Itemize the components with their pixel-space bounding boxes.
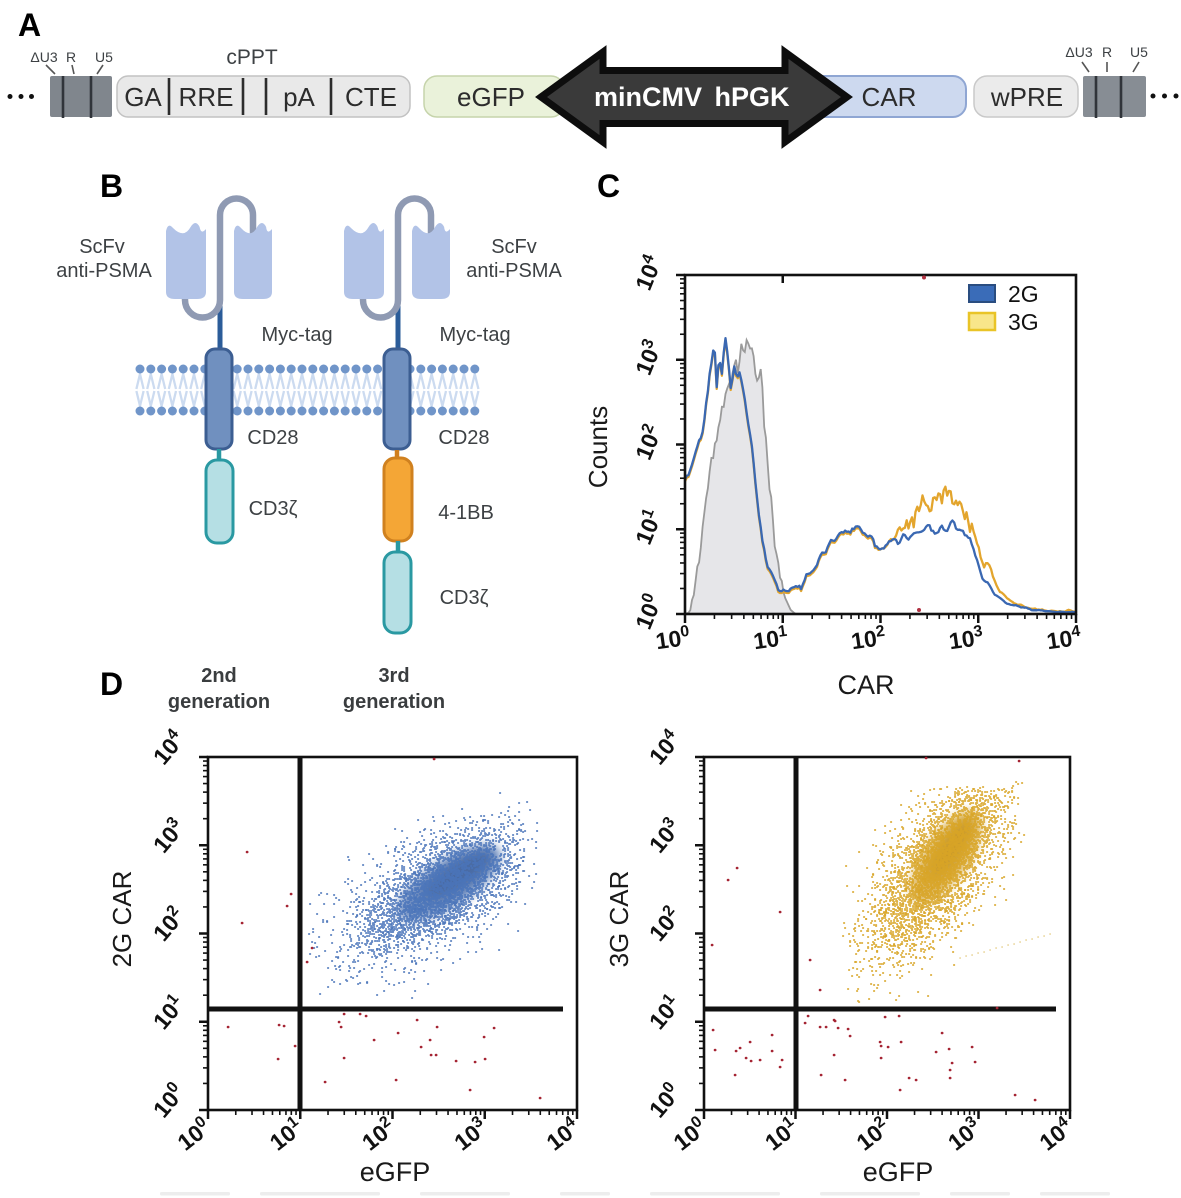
svg-text:ScFv: ScFv [491,236,537,258]
svg-text:ΔU3: ΔU3 [1065,44,1092,60]
svg-text:2G CAR: 2G CAR [107,871,137,968]
svg-text:eGFP: eGFP [457,82,525,112]
svg-text:4-1BB: 4-1BB [438,502,494,524]
svg-text:102: 102 [851,1113,895,1156]
svg-text:103: 103 [947,623,985,655]
svg-text:101: 101 [629,506,667,548]
svg-text:100: 100 [147,1079,190,1123]
svg-text:3rd: 3rd [378,665,409,687]
svg-text:103: 103 [643,814,686,858]
svg-text:CD28: CD28 [247,427,298,449]
svg-text:103: 103 [449,1113,493,1156]
svg-text:102: 102 [643,902,686,946]
svg-text:2G: 2G [1008,281,1039,307]
svg-text:U5: U5 [1130,44,1148,60]
svg-text:CD28: CD28 [438,427,489,449]
svg-text:eGFP: eGFP [360,1157,431,1187]
svg-text:CD3ζ: CD3ζ [249,498,298,520]
svg-text:102: 102 [147,902,190,946]
svg-text:101: 101 [752,623,790,655]
svg-text:104: 104 [1034,1113,1078,1156]
svg-text:eGFP: eGFP [863,1157,934,1187]
svg-text:Myc-tag: Myc-tag [439,324,510,346]
svg-text:Myc-tag: Myc-tag [261,324,332,346]
svg-text:pA: pA [283,82,315,112]
svg-text:2nd: 2nd [201,665,237,687]
svg-text:R: R [66,49,76,65]
svg-text:104: 104 [629,252,667,294]
svg-text:A: A [18,7,41,43]
svg-text:101: 101 [759,1113,803,1156]
svg-text:generation: generation [343,691,445,713]
svg-text:3G: 3G [1008,309,1039,335]
svg-text:100: 100 [172,1113,216,1156]
svg-text:101: 101 [643,990,686,1034]
svg-text:101: 101 [147,990,190,1034]
svg-text:103: 103 [147,814,190,858]
svg-text:103: 103 [629,336,667,378]
svg-text:Counts: Counts [583,406,613,488]
svg-text:100: 100 [643,1079,686,1123]
svg-text:104: 104 [147,726,190,770]
svg-text:minCMV: minCMV [594,82,702,112]
svg-text:100: 100 [668,1113,712,1156]
svg-text:100: 100 [629,591,667,633]
svg-text:100: 100 [654,623,692,655]
svg-text:wPRE: wPRE [990,82,1063,112]
svg-text:U5: U5 [95,49,113,65]
svg-text:cPPT: cPPT [226,46,278,69]
svg-text:ScFv: ScFv [79,236,125,258]
svg-text:CAR: CAR [862,82,917,112]
svg-text:104: 104 [1045,623,1083,655]
svg-text:102: 102 [849,623,887,655]
svg-text:generation: generation [168,691,270,713]
svg-text:103: 103 [942,1113,986,1156]
svg-text:3G CAR: 3G CAR [604,871,634,968]
svg-text:ΔU3: ΔU3 [30,49,57,65]
svg-text:104: 104 [643,726,686,770]
svg-text:102: 102 [356,1113,400,1156]
svg-text:102: 102 [629,421,667,463]
svg-text:hPGK: hPGK [714,82,790,112]
svg-text:101: 101 [264,1113,308,1156]
svg-text:CD3ζ: CD3ζ [440,587,489,609]
svg-text:D: D [100,666,123,702]
svg-text:GA: GA [124,82,162,112]
svg-text:C: C [597,168,620,204]
svg-text:104: 104 [541,1113,585,1156]
svg-text:RRE: RRE [179,82,234,112]
svg-text:anti-PSMA: anti-PSMA [56,260,152,282]
svg-text:R: R [1102,44,1112,60]
svg-text:anti-PSMA: anti-PSMA [466,260,562,282]
svg-text:CTE: CTE [345,82,397,112]
svg-text:CAR: CAR [837,670,894,700]
svg-text:B: B [100,168,123,204]
